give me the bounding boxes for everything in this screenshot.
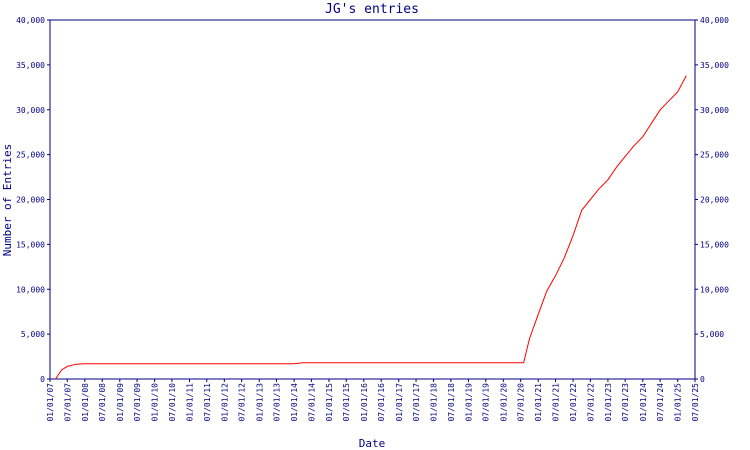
x-tick-label: 07/01/21: [552, 383, 561, 422]
y2-tick-label: 40,000: [700, 16, 729, 25]
x-tick-label: 01/01/16: [360, 383, 369, 422]
y-tick-label: 5,000: [21, 330, 45, 339]
x-tick-label: 07/01/22: [586, 383, 595, 422]
x-tick-label: 01/01/11: [185, 383, 194, 422]
x-tick-label: 01/01/20: [499, 383, 508, 422]
y2-tick-label: 10,000: [700, 285, 729, 294]
y-tick-label: 40,000: [16, 16, 45, 25]
x-tick-label: 07/01/07: [63, 383, 72, 422]
y2-tick-label: 20,000: [700, 196, 729, 205]
x-tick-label: 01/01/09: [116, 383, 125, 422]
x-tick-label: 01/01/13: [255, 383, 264, 422]
y-tick-label: 30,000: [16, 106, 45, 115]
y-tick-label: 15,000: [16, 240, 45, 249]
chart-title: JG's entries: [325, 2, 419, 17]
x-tick-label: 07/01/25: [691, 383, 700, 422]
y2-tick-label: 30,000: [700, 106, 729, 115]
y2-tick-label: 5,000: [700, 330, 724, 339]
y-tick-label: 25,000: [16, 151, 45, 160]
y-tick-label: 20,000: [16, 196, 45, 205]
x-tick-label: 01/01/23: [604, 383, 613, 422]
x-tick-label: 01/01/18: [430, 383, 439, 422]
x-tick-label: 01/01/14: [290, 383, 299, 422]
x-tick-label: 01/01/12: [220, 383, 229, 422]
y2-tick-label: 25,000: [700, 151, 729, 160]
x-tick-label: 01/01/17: [395, 383, 404, 422]
x-tick-label: 01/01/21: [534, 383, 543, 422]
x-tick-label: 07/01/23: [621, 383, 630, 422]
x-tick-label: 07/01/15: [342, 383, 351, 422]
x-tick-label: 01/01/19: [464, 383, 473, 422]
x-tick-label: 07/01/17: [412, 383, 421, 422]
y-tick-label: 0: [40, 375, 45, 384]
x-tick-label: 07/01/12: [238, 383, 247, 422]
x-tick-label: 07/01/11: [203, 383, 212, 422]
x-tick-label: 07/01/19: [482, 383, 491, 422]
y2-tick-label: 35,000: [700, 61, 729, 70]
y-axis-label: Number of Entries: [1, 144, 14, 257]
x-tick-label: 01/01/07: [46, 383, 55, 422]
data-line: [55, 75, 687, 380]
x-tick-label: 07/01/14: [307, 383, 316, 422]
x-tick-label: 01/01/08: [81, 383, 90, 422]
x-tick-label: 07/01/24: [656, 383, 665, 422]
x-tick-label: 01/01/22: [569, 383, 578, 422]
x-tick-label: 07/01/13: [273, 383, 282, 422]
y2-tick-label: 0: [700, 375, 705, 384]
x-tick-label: 01/01/15: [325, 383, 334, 422]
y2-tick-label: 15,000: [700, 240, 729, 249]
x-tick-label: 07/01/20: [517, 383, 526, 422]
x-tick-label: 07/01/16: [377, 383, 386, 422]
y-tick-label: 35,000: [16, 61, 45, 70]
x-tick-label: 07/01/08: [98, 383, 107, 422]
y-tick-label: 10,000: [16, 285, 45, 294]
plot-frame: [49, 19, 696, 380]
x-tick-label: 07/01/10: [168, 383, 177, 422]
x-tick-label: 01/01/25: [674, 383, 683, 422]
x-tick-label: 07/01/09: [133, 383, 142, 422]
x-tick-label: 01/01/10: [151, 383, 160, 422]
x-tick-label: 01/01/24: [639, 383, 648, 422]
x-axis-label: Date: [359, 437, 386, 450]
x-tick-label: 07/01/18: [447, 383, 456, 422]
